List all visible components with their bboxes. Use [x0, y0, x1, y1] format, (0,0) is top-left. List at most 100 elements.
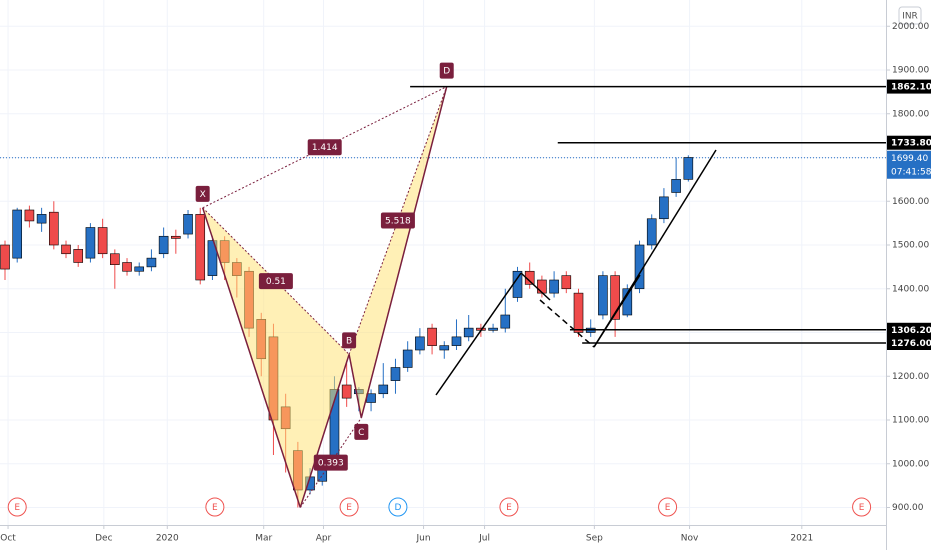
pattern-point-label-box	[195, 185, 210, 202]
candle-body	[134, 266, 145, 272]
currency-box[interactable]	[898, 6, 922, 25]
ratio-label: 5.518	[385, 217, 411, 227]
trendline	[593, 274, 641, 348]
candle-body	[573, 292, 584, 333]
candle-body	[671, 179, 681, 193]
candle-body	[341, 384, 352, 399]
x-tick-label: Mar	[255, 534, 272, 544]
ratio-label: 0.51	[266, 277, 286, 287]
candle-body	[646, 218, 657, 246]
y-tick-label: 1200.00	[892, 372, 929, 382]
pattern-point-label: C	[358, 428, 364, 438]
pattern-line	[360, 86, 448, 418]
pattern-line	[348, 86, 448, 355]
candle-body	[171, 235, 181, 239]
last-price-label: 1699.40	[891, 154, 928, 164]
event-label: E	[212, 503, 218, 513]
candle-body	[158, 235, 169, 255]
candle-body	[634, 244, 645, 290]
x-tick-label: Apr	[316, 534, 332, 544]
candle-body	[439, 345, 450, 351]
trendline	[520, 272, 551, 301]
pattern-fill	[349, 86, 447, 418]
x-tick-label: Sep	[586, 534, 603, 544]
pattern-line	[348, 354, 363, 418]
event-marker[interactable]	[205, 497, 225, 517]
event-label: D	[394, 503, 401, 513]
x-tick-label: 2020	[156, 534, 179, 544]
ratio-label: 1.414	[312, 143, 338, 153]
event-marker[interactable]	[499, 497, 519, 517]
candle-body	[122, 262, 132, 272]
trendline	[539, 299, 595, 348]
candle-body	[390, 367, 401, 381]
candle-body	[402, 349, 413, 368]
candle-body	[146, 257, 157, 268]
ratio-label-box	[380, 212, 415, 229]
y-tick-label: 2000.00	[892, 22, 929, 32]
event-marker[interactable]	[852, 497, 872, 517]
candle-body	[610, 275, 620, 320]
candle-body	[451, 336, 462, 346]
event-marker[interactable]	[339, 497, 359, 517]
pattern-line	[299, 354, 350, 508]
x-tick-label: Nov	[681, 534, 699, 544]
event-marker[interactable]	[7, 497, 27, 517]
candle-body	[488, 327, 498, 331]
level-label-box	[887, 336, 931, 350]
level-label: 1276.00	[891, 339, 932, 349]
event-label: E	[506, 503, 512, 513]
level-label: 1306.20	[891, 326, 932, 336]
candle-body	[24, 209, 35, 222]
candle-body	[549, 279, 559, 294]
event-label: E	[665, 503, 671, 513]
level-label: 1862.10	[891, 83, 932, 93]
candle-body	[195, 214, 206, 281]
y-tick-label: 1600.00	[892, 197, 929, 207]
pattern-line	[201, 207, 302, 508]
y-tick-label: 1400.00	[892, 284, 929, 294]
ratio-label-box	[258, 273, 293, 290]
candle-body	[683, 157, 694, 180]
x-tick-label: Jun	[416, 534, 431, 544]
candle-body	[427, 327, 437, 346]
level-label-box	[887, 322, 931, 337]
candle-body	[537, 279, 547, 294]
candle-body	[36, 214, 47, 224]
y-tick-label: 900.00	[892, 503, 924, 513]
candle-body	[49, 211, 59, 246]
x-tick-label: 2021	[790, 534, 813, 544]
candle-body	[12, 209, 23, 259]
pattern-fill	[202, 207, 350, 508]
candle-body	[598, 275, 608, 316]
event-label: E	[859, 503, 865, 513]
ratio-label-box	[313, 454, 348, 471]
candle-body	[73, 249, 84, 263]
pattern-point-label: B	[346, 336, 352, 346]
level-label-box	[887, 79, 931, 94]
level-label-box	[887, 135, 931, 150]
last-price-box	[887, 150, 931, 179]
candle-body	[97, 227, 108, 255]
candle-body	[183, 214, 193, 235]
pattern-point-label: X	[200, 190, 206, 200]
event-marker[interactable]	[658, 497, 678, 517]
event-marker[interactable]	[388, 497, 408, 517]
candle-body	[463, 327, 474, 338]
pattern-point-label-box	[342, 332, 357, 349]
candle-body	[207, 240, 218, 276]
y-tick-label: 1500.00	[892, 241, 929, 251]
candle-body	[85, 227, 96, 259]
pattern-point-label-box	[439, 62, 454, 79]
pattern-point-label-box	[354, 423, 369, 440]
event-label: E	[14, 503, 20, 513]
trendline	[435, 272, 522, 396]
y-tick-label: 1900.00	[892, 66, 929, 76]
candle-body	[378, 384, 389, 395]
candle-body	[110, 253, 120, 265]
candle-body	[512, 270, 523, 298]
candle-body	[61, 244, 71, 255]
candle-body	[415, 336, 425, 351]
